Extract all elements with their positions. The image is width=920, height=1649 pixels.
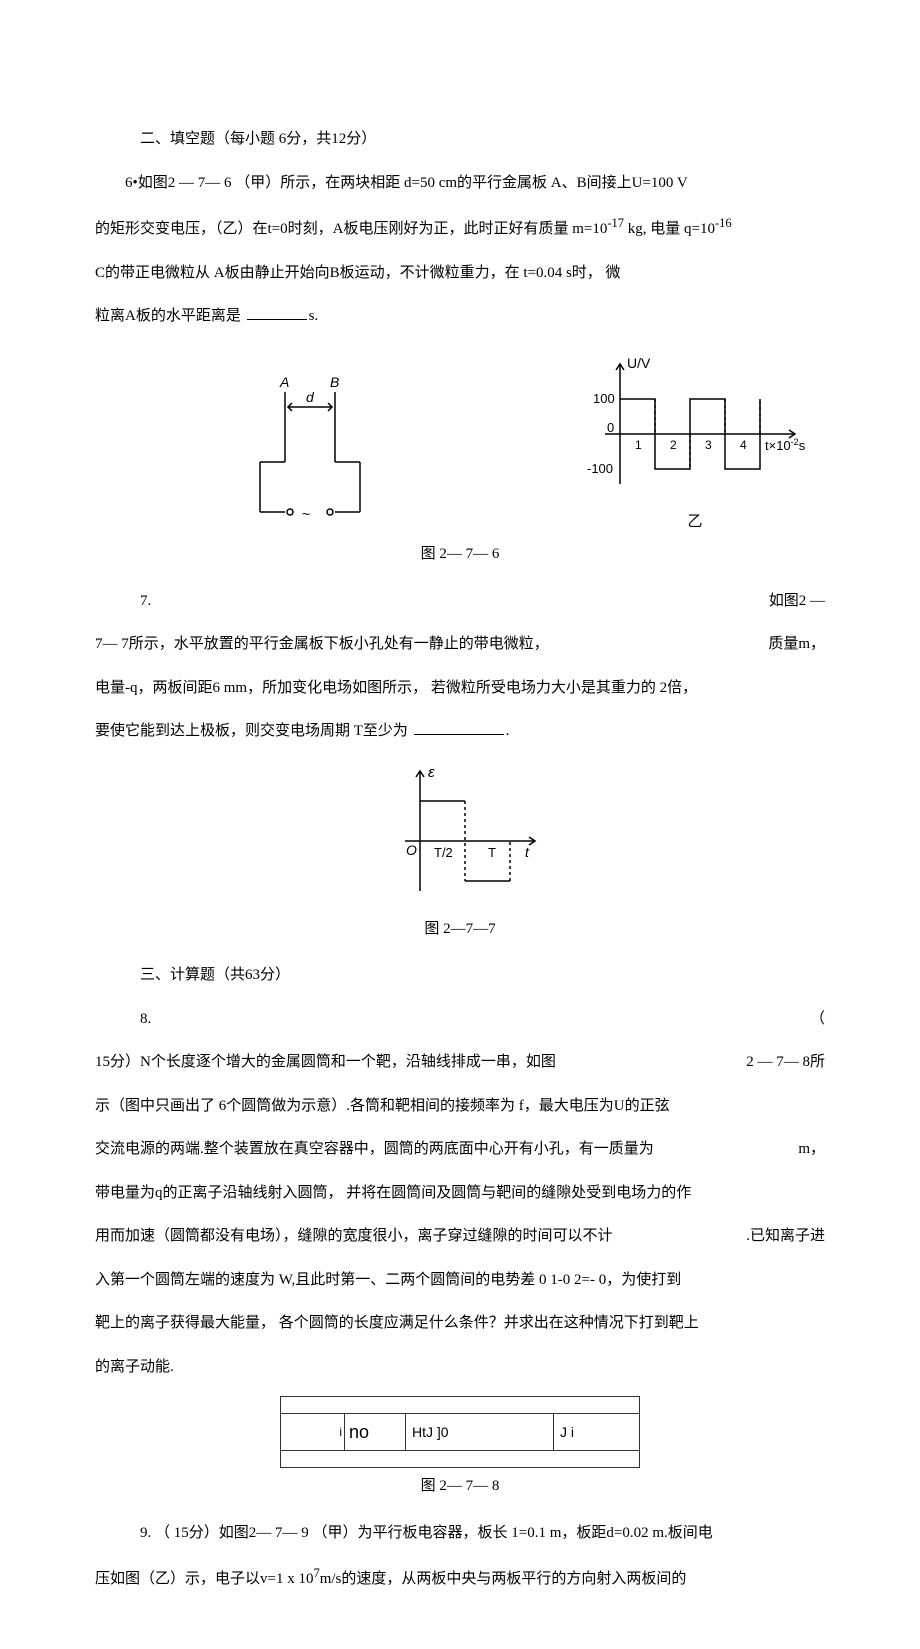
- x3: 3: [705, 438, 712, 452]
- text: 靶上的离子获得最大能量， 各个圆筒的长度应满足什么条件？并求出在这种情况下打到靶…: [95, 1315, 699, 1331]
- tail: .已知离子进: [746, 1222, 825, 1251]
- sup: -17: [607, 216, 624, 230]
- q9-line2: 压如图（乙）示，电子以v=1 x 107m/s的速度，从两板中央与两板平行的方向…: [95, 1562, 825, 1594]
- text: 7— 7所示，水平放置的平行金属板下板小孔处有一静止的带电微粒，: [95, 630, 549, 659]
- cell: J i: [554, 1414, 640, 1451]
- q6-figure-yi-wrap: U/V 100 0 -100 1 2 3 4 t×10-2s 乙: [565, 346, 825, 537]
- q8-line-b: 示（图中只画出了 6个圆筒做为示意）.各筒和靶相间的接频率为 f，最大电压为U的…: [95, 1092, 825, 1121]
- q7-line3: 要使它能到达上极板，则交变电场周期 T至少为 .: [95, 717, 825, 746]
- q8-line-a: 15分）N个长度逐个增大的金属圆筒和一个靶，沿轴线排成一串，如图 2 — 7— …: [95, 1048, 825, 1077]
- q8-line-f: 入第一个圆筒左端的速度为 W,且此时第一、二两个圆筒间的电势差 0 1-0 2=…: [95, 1266, 825, 1295]
- ylabel: ε: [428, 764, 435, 781]
- text: 带电量为q的正离子沿轴线射入圆筒， 并将在圆筒间及圆筒与靶间的缝隙处受到电场力的…: [95, 1185, 691, 1201]
- q8-figure-table: i no HtJ ]0 J i: [280, 1396, 640, 1468]
- text: .: [506, 723, 510, 739]
- section-2-heading: 二、填空题（每小题 6分，共12分）: [95, 125, 825, 154]
- y-100: 100: [593, 391, 615, 406]
- q8-line-c: 交流电源的两端.整个装置放在真空容器中，圆筒的两底面中心开有小孔，有一质量为 m…: [95, 1135, 825, 1164]
- text: 入第一个圆筒左端的速度为 W,且此时第一、二两个圆筒间的电势差 0 1-0 2=…: [95, 1272, 681, 1288]
- q7-figure: ε O T/2 T t: [370, 761, 550, 911]
- ylabel: U/V: [627, 355, 651, 371]
- text: 15分）N个长度逐个增大的金属圆筒和一个靶，沿轴线排成一串，如图: [95, 1048, 556, 1077]
- t-half: T/2: [434, 845, 453, 860]
- q8-line-e: 用而加速（圆筒都没有电场），缝隙的宽度很小，离子穿过缝隙的时间可以不计 .已知离…: [95, 1222, 825, 1251]
- yi-label: 乙: [565, 508, 825, 537]
- sup: -16: [715, 216, 732, 230]
- empty-row: [281, 1451, 640, 1468]
- q6-figure-yi: U/V 100 0 -100 1 2 3 4 t×10-2s: [565, 354, 825, 504]
- text: kg, 电量 q=10: [624, 221, 715, 237]
- q7-line1: 7— 7所示，水平放置的平行金属板下板小孔处有一静止的带电微粒， 质量m，: [95, 630, 825, 659]
- q7-num: 7.: [95, 587, 151, 616]
- y-0: 0: [607, 420, 614, 435]
- t-full: T: [488, 845, 496, 860]
- text: 二、填空题（每小题 6分，共12分）: [140, 131, 376, 147]
- q9-line1: 9. （ 15分）如图2— 7— 9 （甲）为平行板电容器，板长 1=0.1 m…: [95, 1519, 825, 1548]
- fill-blank: [247, 306, 307, 321]
- cell: no: [345, 1414, 406, 1451]
- text: 9. （ 15分）如图2— 7— 9 （甲）为平行板电容器，板长 1=0.1 m…: [140, 1525, 713, 1541]
- text: m/s的速度，从两板中央与两板平行的方向射入两板间的: [320, 1571, 687, 1587]
- q8-line-d: 带电量为q的正离子沿轴线射入圆筒， 并将在圆筒间及圆筒与靶间的缝隙处受到电场力的…: [95, 1179, 825, 1208]
- q8-tail: （: [810, 1005, 825, 1034]
- q6-figure-jia: ~ A B d: [230, 372, 390, 532]
- q8-num-line: 8. （: [95, 1005, 825, 1034]
- text: 6•如图2 — 7— 6 （甲）所示，在两块相距 d=50 cm的平行金属板 A…: [125, 175, 688, 191]
- section-3-heading: 三、计算题（共63分）: [95, 961, 825, 990]
- label-a: A: [279, 374, 289, 390]
- text: 用而加速（圆筒都没有电场），缝隙的宽度很小，离子穿过缝隙的时间可以不计: [95, 1222, 613, 1251]
- cell: HtJ ]0: [406, 1414, 554, 1451]
- table-row: i no HtJ ]0 J i: [281, 1414, 640, 1451]
- text: 的离子动能.: [95, 1359, 174, 1375]
- x4: 4: [740, 438, 747, 452]
- q7-caption: 图 2—7—7: [95, 915, 825, 944]
- text: C的带正电微粒从 A板由静止开始向B板运动，不计微粒重力，在 t=0.04 s时…: [95, 265, 621, 281]
- x1: 1: [635, 438, 642, 452]
- xlabel: t×10-2s: [765, 437, 806, 453]
- label-b: B: [330, 374, 339, 390]
- x2: 2: [670, 438, 677, 452]
- q7-tail: 如图2 —: [769, 587, 825, 616]
- text: 交流电源的两端.整个装置放在真空容器中，圆筒的两底面中心开有小孔，有一质量为: [95, 1135, 654, 1164]
- text: 示（图中只画出了 6个圆筒做为示意）.各筒和靶相间的接频率为 f，最大电压为U的…: [95, 1098, 670, 1114]
- q7-line2: 电量-q，两板间距6 mm，所加变化电场如图所示， 若微粒所受电场力大小是其重力…: [95, 674, 825, 703]
- tail: 质量m，: [768, 630, 825, 659]
- svg-text:~: ~: [302, 506, 310, 522]
- cell: i: [281, 1414, 345, 1451]
- q6-line-d: 粒离A板的水平距离是 s.: [95, 302, 825, 331]
- text: 粒离A板的水平距离是: [95, 308, 245, 324]
- q8-num: 8.: [95, 1005, 151, 1034]
- q6-line-a: 6•如图2 — 7— 6 （甲）所示，在两块相距 d=50 cm的平行金属板 A…: [95, 169, 825, 198]
- text: 压如图（乙）示，电子以v=1 x 10: [95, 1571, 313, 1587]
- q6-line-b: 的矩形交变电压，（乙）在t=0时刻，A板电压刚好为正，此时正好有质量 m=10-…: [95, 212, 825, 244]
- q7-num-line: 7. 如图2 —: [95, 587, 825, 616]
- empty-row: [281, 1397, 640, 1414]
- q6-line-c: C的带正电微粒从 A板由静止开始向B板运动，不计微粒重力，在 t=0.04 s时…: [95, 259, 825, 288]
- q8-caption: 图 2— 7— 8: [95, 1472, 825, 1501]
- tail: m，: [798, 1135, 825, 1164]
- y-neg: -100: [587, 461, 613, 476]
- q6-caption: 图 2— 7— 6: [95, 540, 825, 569]
- text: s.: [309, 308, 319, 324]
- text: 三、计算题（共63分）: [140, 967, 290, 983]
- q8-line-g: 靶上的离子获得最大能量， 各个圆筒的长度应满足什么条件？并求出在这种情况下打到靶…: [95, 1309, 825, 1338]
- text: 电量-q，两板间距6 mm，所加变化电场如图所示， 若微粒所受电场力大小是其重力…: [95, 680, 697, 696]
- origin: O: [406, 842, 417, 858]
- fill-blank: [414, 721, 504, 736]
- q8-line-h: 的离子动能.: [95, 1353, 825, 1382]
- tail: 2 — 7— 8所: [746, 1048, 825, 1077]
- xlabel: t: [525, 844, 530, 860]
- text: 要使它能到达上极板，则交变电场周期 T至少为: [95, 723, 412, 739]
- q6-figure-row: ~ A B d U/V: [95, 346, 825, 537]
- label-d: d: [306, 389, 315, 405]
- text: 的矩形交变电压，（乙）在t=0时刻，A板电压刚好为正，此时正好有质量 m=10: [95, 221, 607, 237]
